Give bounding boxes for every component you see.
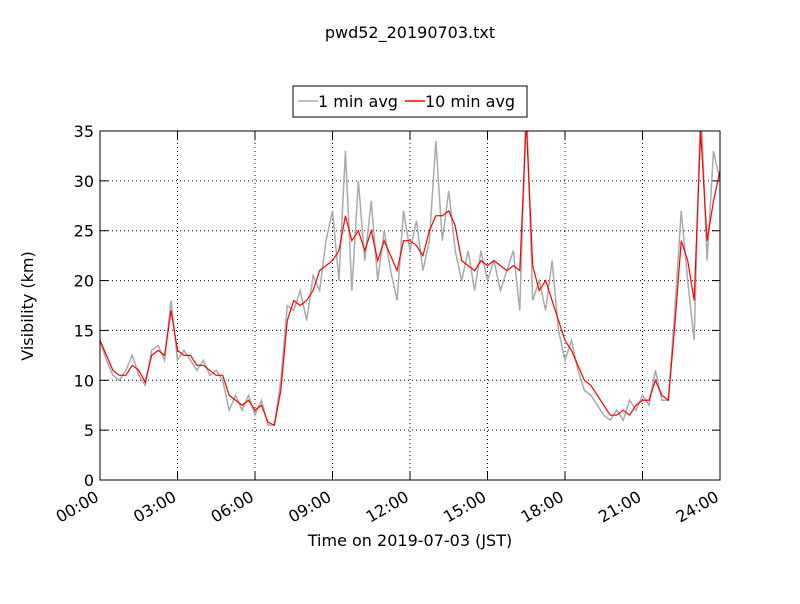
x-tick-label: 24:00 xyxy=(673,487,722,527)
x-tick-label: 00:00 xyxy=(53,487,102,527)
legend-label: 10 min avg xyxy=(425,92,515,111)
y-tick-label: 25 xyxy=(74,222,94,241)
plot-frame xyxy=(99,130,721,481)
x-axis-label: Time on 2019-07-03 (JST) xyxy=(307,531,512,550)
y-tick-label: 5 xyxy=(84,421,94,440)
x-tick-label: 09:00 xyxy=(285,487,334,527)
y-tick-label: 20 xyxy=(74,272,94,291)
x-tick-label: 06:00 xyxy=(208,487,257,527)
series-line xyxy=(100,131,720,427)
series-line xyxy=(100,131,720,426)
y-tick-label: 0 xyxy=(84,471,94,490)
x-tick-label: 15:00 xyxy=(440,487,489,527)
plot-lines xyxy=(100,131,720,427)
x-tick-label: 12:00 xyxy=(363,487,412,527)
x-tick-label: 21:00 xyxy=(595,487,644,527)
chart-title: pwd52_20190703.txt xyxy=(325,23,495,43)
legend: 1 min avg 10 min avg xyxy=(292,85,528,118)
x-tick-label: 03:00 xyxy=(130,487,179,527)
y-tick-label: 30 xyxy=(74,172,94,191)
y-axis-label: Visibility (km) xyxy=(18,251,37,360)
y-tick-label: 35 xyxy=(74,122,94,141)
x-tick-label: 18:00 xyxy=(518,487,567,527)
grid: 0 5 10 15 20 25 30 35 00:00 03:00 06:00 09:00 12:00 1… xyxy=(53,122,722,527)
legend-label: 1 min avg xyxy=(318,92,398,111)
y-tick-label: 10 xyxy=(74,371,94,390)
y-tick-label: 15 xyxy=(74,321,94,340)
